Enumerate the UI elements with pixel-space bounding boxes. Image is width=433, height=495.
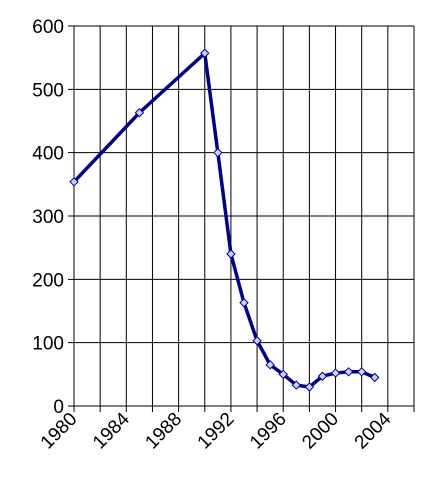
marker [134, 108, 145, 118]
marker [304, 382, 315, 392]
marker [69, 177, 79, 187]
x-tick-label: 1980 [37, 409, 82, 454]
marker [265, 360, 275, 370]
x-tick-label: 1988 [141, 409, 186, 454]
marker [200, 48, 210, 58]
marker [252, 336, 262, 346]
marker [370, 372, 380, 383]
x-tick-label: 2004 [351, 408, 396, 453]
y-tick-label: 100 [32, 334, 64, 355]
line [72, 51, 376, 389]
marker [330, 368, 341, 378]
y-tick-label: 500 [32, 80, 64, 101]
marker [356, 367, 367, 377]
x-tick-label: 1996 [246, 409, 291, 454]
y-tick-label: 0 [53, 397, 64, 418]
marker [213, 147, 223, 158]
marker [343, 367, 354, 377]
y-tick-label: 300 [32, 207, 64, 228]
y-tick-label: 200 [32, 270, 64, 291]
y-tick-label: 400 [32, 144, 64, 165]
x-tick-label: 2000 [298, 409, 343, 454]
marker [278, 369, 288, 380]
x-tick-label: 1992 [194, 409, 239, 454]
marker [226, 249, 236, 259]
marker [239, 298, 249, 308]
x-tick-label: 1984 [89, 408, 134, 453]
marker [291, 380, 302, 390]
y-tick-label: 600 [32, 17, 64, 38]
marker [317, 371, 328, 381]
